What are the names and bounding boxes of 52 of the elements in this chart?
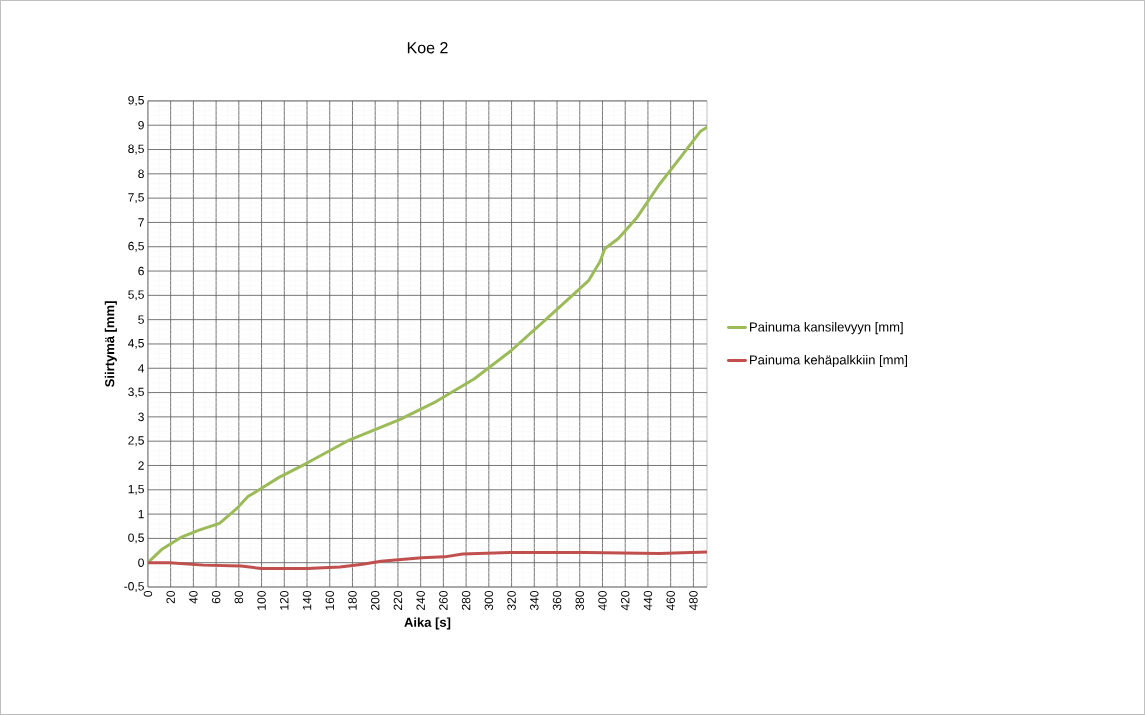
x-tick-label: 120 xyxy=(280,591,289,610)
y-tick-label: 1 xyxy=(138,510,144,519)
y-tick-label: 1,5 xyxy=(128,484,144,495)
y-axis-title: Siirtymä [mm] xyxy=(104,301,117,387)
y-tick-label: 7,5 xyxy=(128,193,144,204)
y-tick-label: 2 xyxy=(138,461,144,470)
x-tick-label: 60 xyxy=(211,591,221,604)
y-tick-label: 3,5 xyxy=(128,387,144,398)
x-tick-label: 460 xyxy=(666,591,675,611)
y-tick-label: 8,5 xyxy=(128,144,144,155)
y-tick-label: 0 xyxy=(138,558,144,567)
x-tick-label: 220 xyxy=(393,591,403,610)
y-tick-label: 3 xyxy=(138,412,144,422)
y-tick-label: 0,5 xyxy=(128,533,144,544)
x-tick-label: 380 xyxy=(575,591,585,611)
legend-label: Painuma kehäpalkkiin [mm] xyxy=(750,354,908,368)
x-tick-label: 80 xyxy=(234,591,244,604)
y-tick-label: 8 xyxy=(138,169,144,179)
x-tick-label: 100 xyxy=(257,591,266,610)
x-tick-label: 360 xyxy=(552,591,562,611)
y-tick-label: 2,5 xyxy=(128,436,144,447)
y-tick-label: 4 xyxy=(138,364,145,373)
chart-title: Koe 2 xyxy=(407,42,448,54)
y-tick-label: 5 xyxy=(138,315,144,324)
y-tick-label: 4,5 xyxy=(128,339,144,349)
line-series xyxy=(147,550,708,571)
x-tick-label: 340 xyxy=(530,591,539,611)
y-tick-label: 5,5 xyxy=(128,290,144,301)
x-tick-label: 0 xyxy=(143,591,153,597)
y-tick-label: 9 xyxy=(138,121,144,130)
legend-label: Painuma kansilevyyn [mm] xyxy=(750,322,903,335)
x-tick-label: 320 xyxy=(507,591,516,611)
y-tick-label: 6 xyxy=(138,266,144,276)
x-tick-label: 240 xyxy=(416,591,425,610)
x-tick-label: 300 xyxy=(484,591,494,611)
x-tick-label: 400 xyxy=(598,591,607,611)
x-tick-label: 20 xyxy=(166,591,175,604)
x-tick-label: 280 xyxy=(461,591,471,610)
x-tick-label: 180 xyxy=(348,591,357,610)
x-tick-label: 420 xyxy=(620,591,630,611)
y-tick-label: 7 xyxy=(138,218,144,227)
x-tick-label: 260 xyxy=(439,591,448,610)
x-tick-label: 40 xyxy=(189,591,198,604)
y-tick-label: -0,5 xyxy=(124,582,144,592)
x-tick-label: 480 xyxy=(689,591,698,611)
y-tick-label: 9,5 xyxy=(128,95,144,106)
x-tick-label: 440 xyxy=(643,591,653,611)
x-tick-label: 200 xyxy=(370,591,380,610)
x-tick-label: 160 xyxy=(325,591,335,610)
x-axis-title: Aika [s] xyxy=(404,617,451,630)
y-tick-label: 6,5 xyxy=(128,241,144,252)
x-tick-label: 140 xyxy=(302,591,312,610)
